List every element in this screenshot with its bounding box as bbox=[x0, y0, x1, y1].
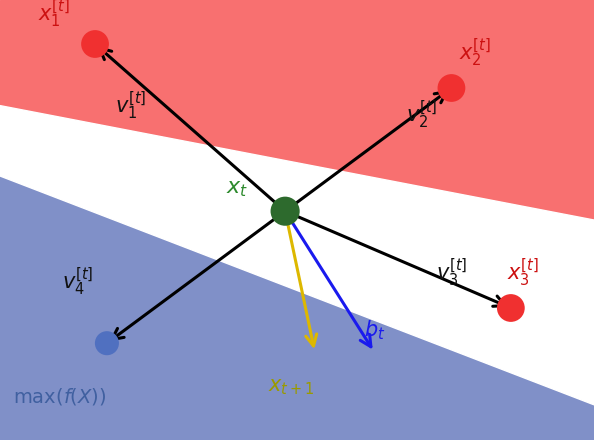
Text: $v_3^{[t]}$: $v_3^{[t]}$ bbox=[436, 257, 467, 289]
Polygon shape bbox=[0, 0, 594, 220]
Point bbox=[447, 84, 456, 92]
Text: $x_2^{[t]}$: $x_2^{[t]}$ bbox=[459, 37, 491, 69]
Text: $v_1^{[t]}$: $v_1^{[t]}$ bbox=[115, 89, 146, 122]
Text: $x_3^{[t]}$: $x_3^{[t]}$ bbox=[507, 257, 539, 289]
Point bbox=[506, 304, 516, 312]
Text: $x_{t+1}$: $x_{t+1}$ bbox=[268, 377, 314, 397]
Text: $x_1^{[t]}$: $x_1^{[t]}$ bbox=[37, 0, 69, 29]
Text: $v_4^{[t]}$: $v_4^{[t]}$ bbox=[62, 265, 93, 298]
Polygon shape bbox=[0, 176, 594, 440]
Point bbox=[102, 340, 112, 347]
Point bbox=[280, 208, 290, 215]
Point bbox=[90, 40, 100, 48]
Text: $x_t$: $x_t$ bbox=[226, 179, 249, 199]
Text: $v_2^{[t]}$: $v_2^{[t]}$ bbox=[406, 98, 437, 131]
Text: $\mathrm{max}(f(X))$: $\mathrm{max}(f(X))$ bbox=[12, 385, 106, 407]
Polygon shape bbox=[0, 106, 594, 405]
Text: $b_t$: $b_t$ bbox=[364, 318, 385, 342]
